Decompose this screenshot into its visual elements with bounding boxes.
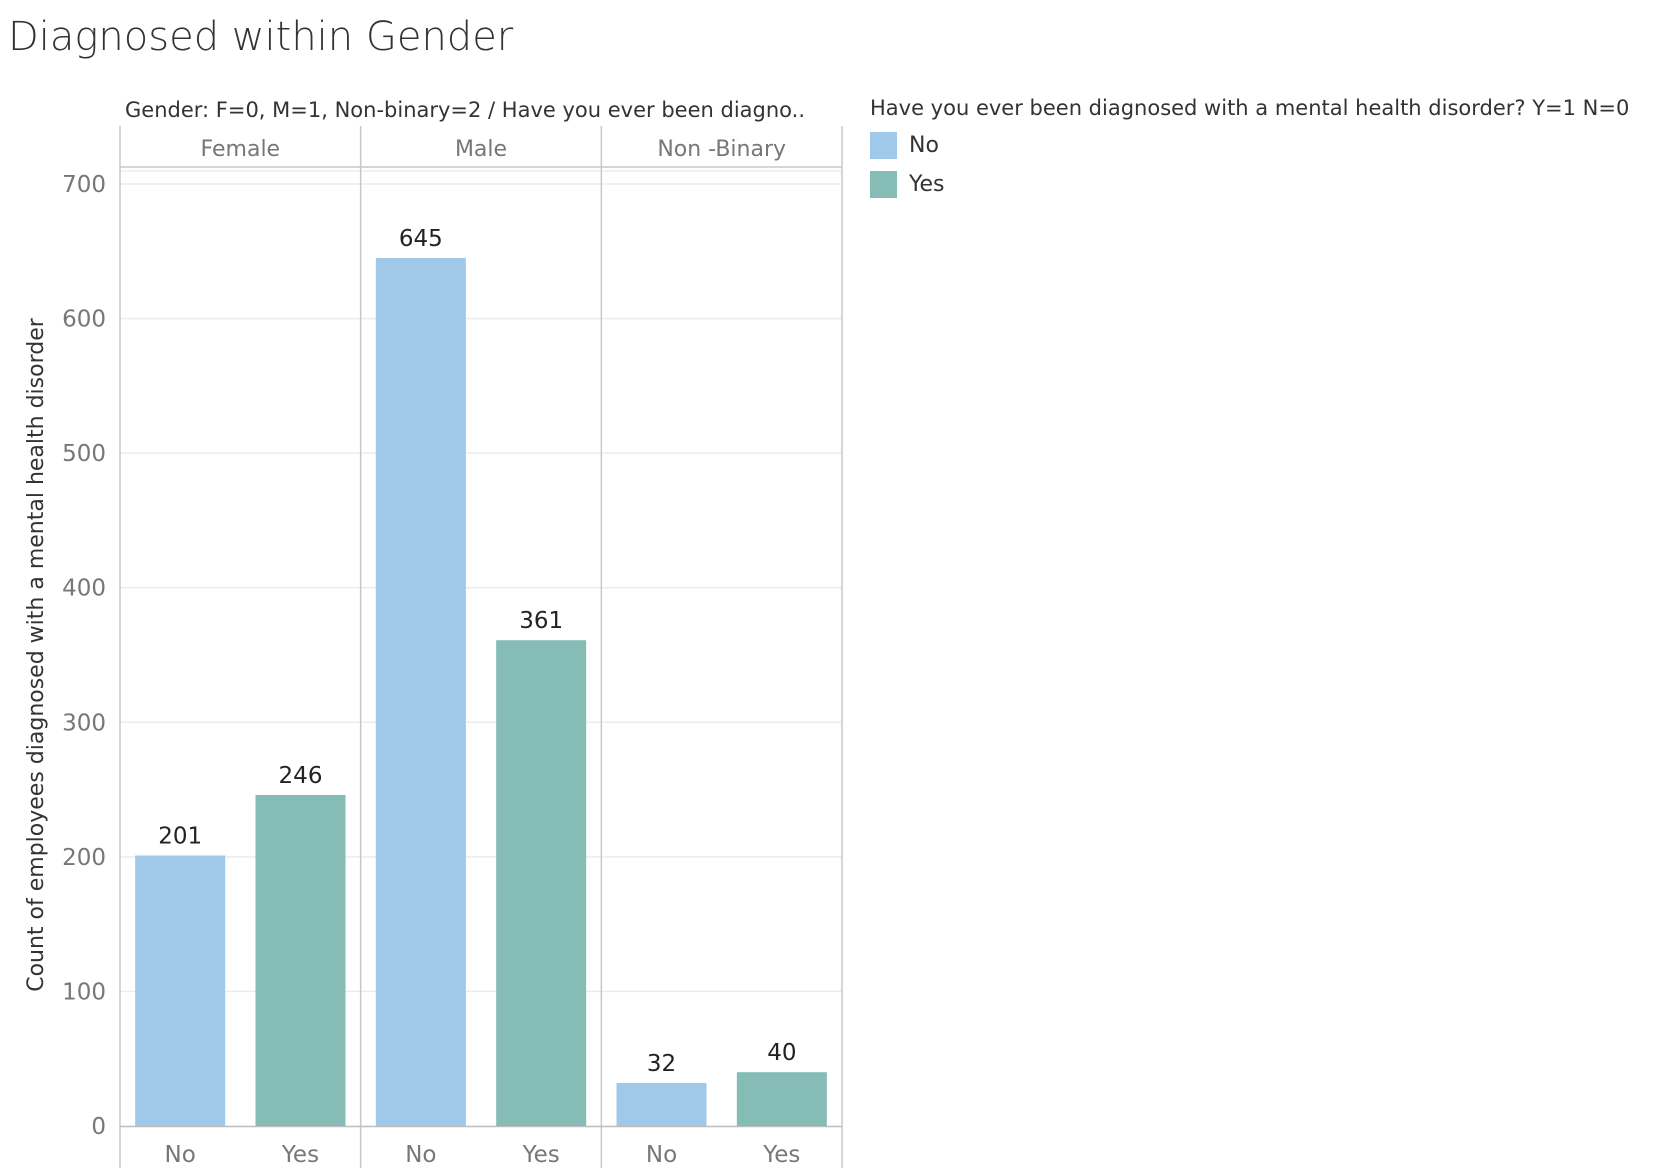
data-label-2-0: 32: [647, 1051, 676, 1077]
y-tick-label: 100: [62, 979, 106, 1005]
y-tick-label: 700: [62, 172, 106, 198]
y-axis-title: Count of employees diagnosed with a ment…: [24, 317, 49, 992]
data-label-1-0: 645: [399, 226, 443, 252]
bar-0-1: [255, 794, 346, 1126]
x-tick-label-0-0: No: [165, 1142, 196, 1168]
y-tick-label: 200: [62, 845, 106, 871]
y-tick-label: 400: [62, 576, 106, 602]
bar-0-0: [135, 855, 226, 1126]
x-tick-label-1-0: No: [405, 1142, 436, 1168]
legend-item-yes[interactable]: Yes: [870, 171, 1629, 198]
x-tick-label-0-1: Yes: [281, 1142, 319, 1168]
y-tick-label: 0: [91, 1114, 106, 1140]
bar-1-1: [496, 640, 587, 1126]
y-tick-label: 500: [62, 441, 106, 467]
bar-1-0: [375, 258, 466, 1126]
column-header: Gender: F=0, M=1, Non-binary=2 / Have yo…: [125, 98, 805, 122]
y-tick-label: 300: [62, 710, 106, 736]
x-tick-label-2-1: Yes: [762, 1142, 800, 1168]
y-tick-label: 600: [62, 307, 106, 333]
data-label-2-1: 40: [767, 1040, 796, 1066]
data-label-0-0: 201: [158, 824, 202, 850]
legend-title: Have you ever been diagnosed with a ment…: [870, 96, 1630, 120]
data-label-1-1: 361: [519, 608, 563, 634]
group-header-0: Female: [201, 137, 281, 162]
chart-title: Diagnosed within Gender: [8, 14, 514, 60]
bar-2-0: [616, 1082, 707, 1126]
legend-item-no[interactable]: No: [870, 132, 1629, 159]
legend-label-no: No: [909, 133, 939, 158]
group-header-1: Male: [455, 137, 507, 162]
legend-label-yes: Yes: [909, 172, 945, 197]
legend: Have you ever been diagnosed with a ment…: [870, 96, 1629, 198]
legend-swatch-yes: [870, 171, 897, 198]
group-header-2: Non -Binary: [657, 137, 786, 162]
x-tick-label-1-1: Yes: [522, 1142, 560, 1168]
legend-swatch-no: [870, 132, 897, 159]
bar-2-1: [736, 1072, 827, 1126]
data-label-0-1: 246: [279, 763, 323, 789]
x-tick-label-2-0: No: [646, 1142, 677, 1168]
